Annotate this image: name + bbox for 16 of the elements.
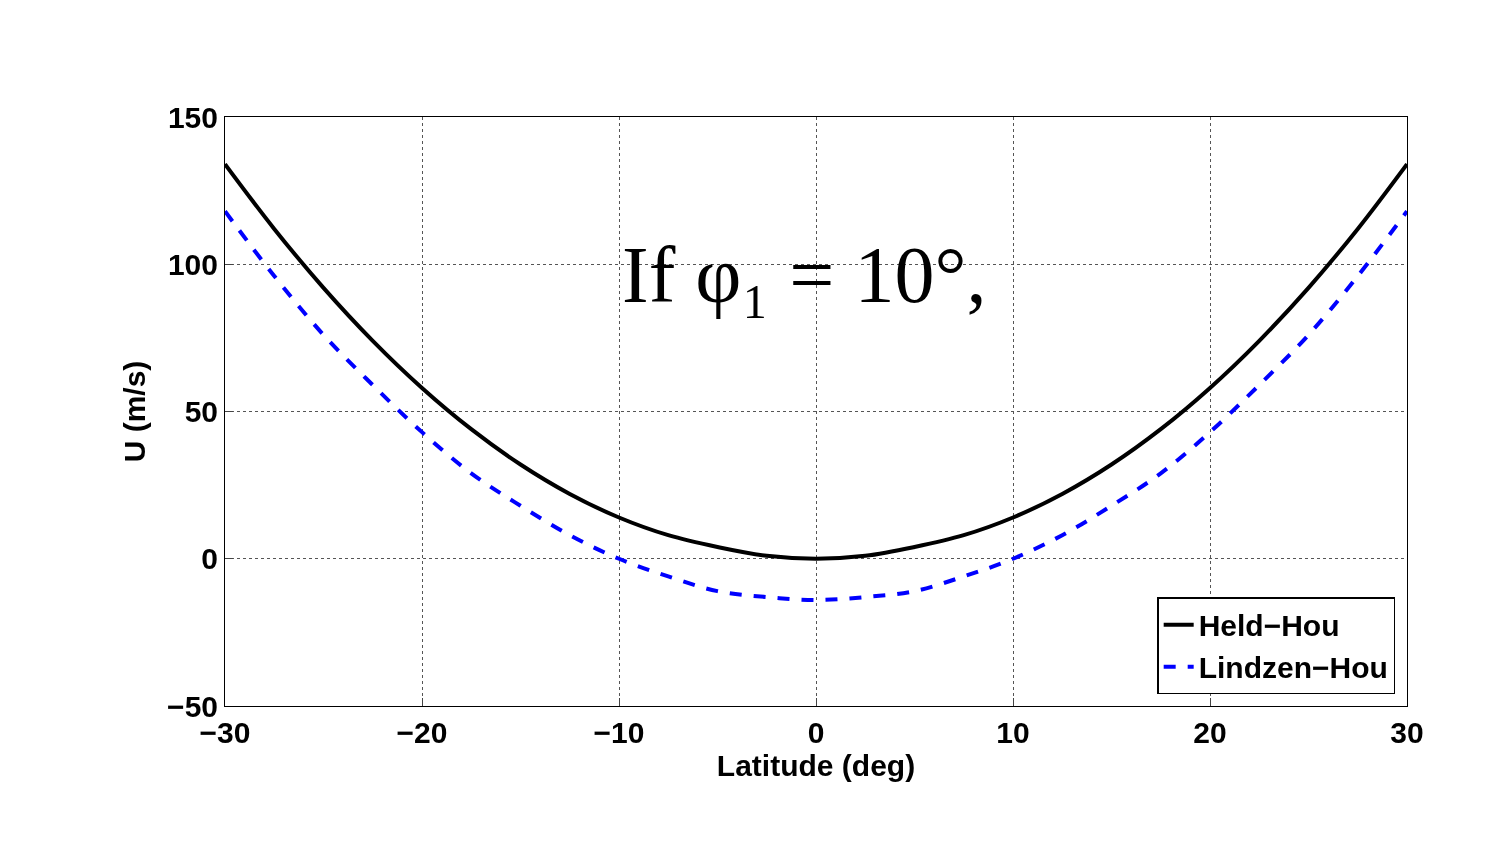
y-tick-label: 50 bbox=[184, 395, 218, 428]
x-axis-title: Latitude (deg) bbox=[716, 749, 916, 782]
y-tick-label: 150 bbox=[167, 100, 218, 134]
x-tick-label: 20 bbox=[1193, 716, 1227, 749]
x-tick-label: 10 bbox=[996, 716, 1030, 749]
x-tick-label: 30 bbox=[1390, 716, 1424, 749]
legend-label: Lindzen−Hou bbox=[1198, 651, 1388, 685]
x-tick-label: −10 bbox=[593, 716, 645, 749]
annotation: If φ₁ = 10°, bbox=[622, 231, 987, 319]
x-tick-label: 0 bbox=[807, 716, 825, 749]
legend-label: Held−Hou bbox=[1198, 609, 1340, 643]
y-tick-label: 100 bbox=[167, 247, 218, 281]
x-tick-label: −20 bbox=[396, 716, 448, 749]
y-axis-title: U (m/s) bbox=[118, 360, 152, 463]
y-tick-label: 0 bbox=[201, 542, 218, 576]
line-series bbox=[225, 209, 1407, 602]
